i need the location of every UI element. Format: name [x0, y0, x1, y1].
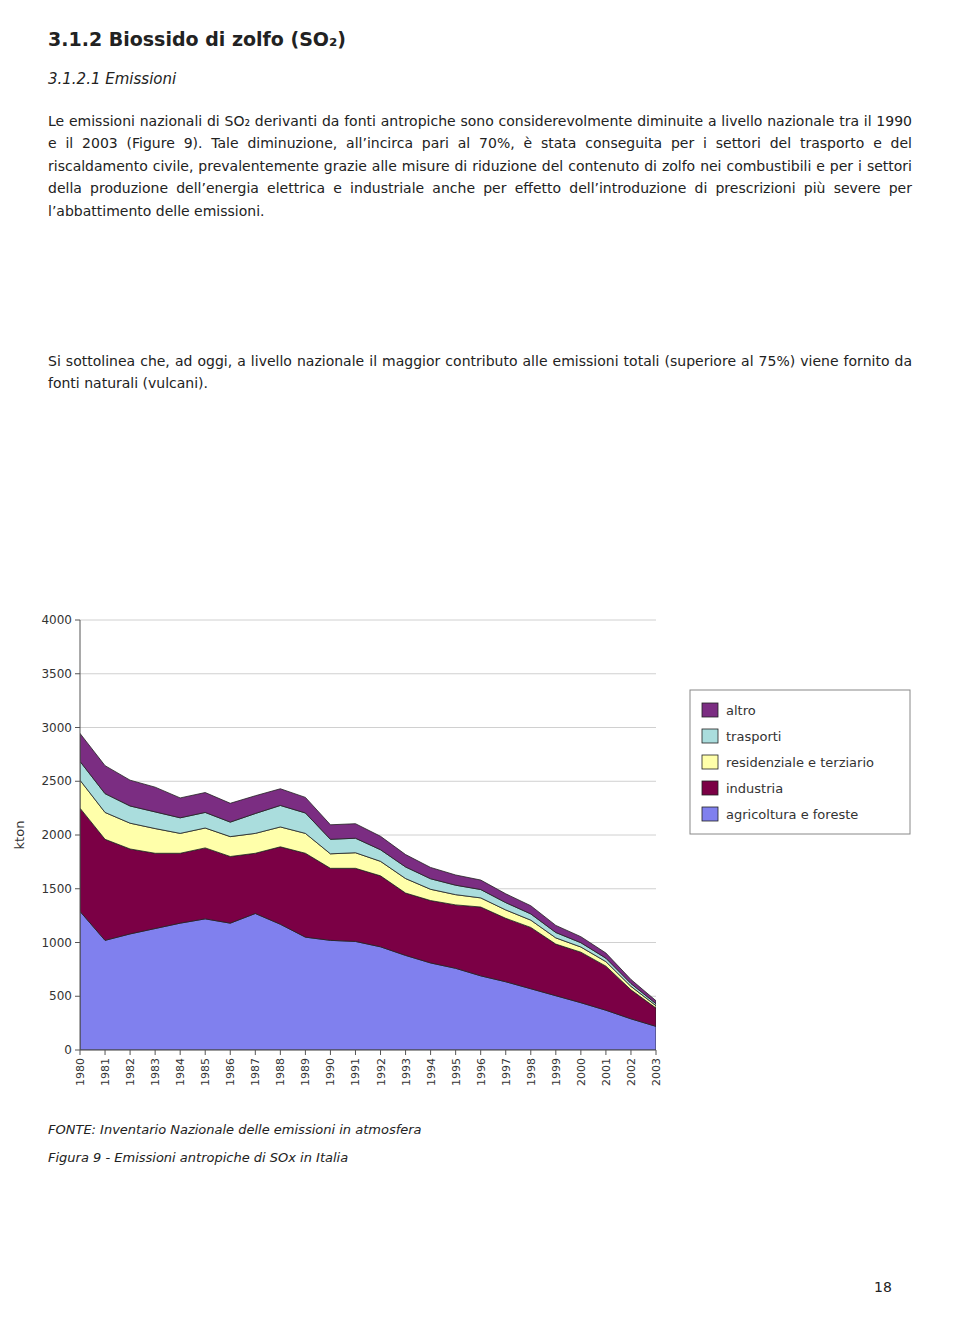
x-tick [280, 1050, 281, 1055]
legend-label: industria [726, 781, 783, 796]
legend-label: altro [726, 703, 756, 718]
y-tick-label: 500 [49, 989, 72, 1003]
y-axis-label: kton [12, 821, 27, 850]
y-tick-label: 2500 [41, 774, 72, 788]
page-title: 3.1.2 Biossido di zolfo (SO₂) [48, 28, 912, 50]
x-tick-label: 2000 [575, 1058, 588, 1086]
x-tick-label: 1995 [450, 1058, 463, 1086]
body-paragraph: Si sottolinea che, ad oggi, a livello na… [48, 350, 912, 395]
source-note: FONTE: Inventario Nazionale delle emissi… [48, 1122, 912, 1137]
y-tick [75, 673, 80, 674]
x-tick-label: 2001 [600, 1058, 613, 1086]
page-subtitle: 3.1.2.1 Emissioni [48, 70, 912, 88]
grid-line [80, 673, 656, 674]
legend-swatch [702, 755, 718, 769]
y-tick-label: 3500 [41, 667, 72, 681]
y-tick [75, 996, 80, 997]
y-tick [75, 888, 80, 889]
x-tick [205, 1050, 206, 1055]
legend-label: agricoltura e foreste [726, 807, 858, 822]
x-tick-label: 1991 [349, 1058, 362, 1086]
x-tick [656, 1050, 657, 1055]
areas [80, 733, 656, 1050]
x-tick-label: 1990 [324, 1058, 337, 1086]
x-tick [105, 1050, 106, 1055]
y-tick-label: 0 [64, 1043, 72, 1057]
x-tick-label: 1994 [425, 1058, 438, 1086]
x-tick-label: 1981 [99, 1058, 112, 1086]
x-tick [130, 1050, 131, 1055]
y-tick [75, 1050, 80, 1051]
legend-frame [690, 690, 910, 834]
x-tick [530, 1050, 531, 1055]
legend-label: residenziale e terziario [726, 755, 874, 770]
x-tick-label: 1989 [299, 1058, 312, 1086]
y-tick [75, 781, 80, 782]
x-tick-label: 1985 [199, 1058, 212, 1086]
x-tick-label: 1992 [375, 1058, 388, 1086]
x-tick [630, 1050, 631, 1055]
x-tick-label: 1996 [475, 1058, 488, 1086]
x-tick-label: 1993 [400, 1058, 413, 1086]
x-tick [355, 1050, 356, 1055]
y-tick [75, 727, 80, 728]
x-tick-label: 2003 [650, 1058, 663, 1086]
x-tick [455, 1050, 456, 1055]
x-tick-label: 1998 [525, 1058, 538, 1086]
x-tick [555, 1050, 556, 1055]
x-tick [80, 1050, 81, 1055]
x-tick [405, 1050, 406, 1055]
grid-line [80, 1050, 656, 1051]
x-tick [180, 1050, 181, 1055]
x-tick [380, 1050, 381, 1055]
y-tick-label: 3000 [41, 721, 72, 735]
x-tick [580, 1050, 581, 1055]
x-tick [330, 1050, 331, 1055]
x-tick-label: 1982 [124, 1058, 137, 1086]
x-tick-label: 1999 [550, 1058, 563, 1086]
x-axis [80, 1050, 656, 1051]
y-axis [80, 620, 81, 1050]
x-tick-label: 1983 [149, 1058, 162, 1086]
x-tick-label: 1988 [274, 1058, 287, 1086]
legend-swatch [702, 807, 718, 821]
x-tick [305, 1050, 306, 1055]
grid [80, 620, 656, 1050]
y-tick [75, 942, 80, 943]
x-tick [505, 1050, 506, 1055]
x-tick-label: 1980 [74, 1058, 87, 1086]
y-tick [75, 835, 80, 836]
legend-label: trasporti [726, 729, 781, 744]
y-tick-label: 1500 [41, 882, 72, 896]
page-number: 18 [863, 1279, 903, 1295]
x-tick [605, 1050, 606, 1055]
x-tick [430, 1050, 431, 1055]
grid-line [80, 727, 656, 728]
x-tick [480, 1050, 481, 1055]
grid-line [80, 620, 656, 621]
x-tick [155, 1050, 156, 1055]
grid-line [80, 781, 656, 782]
legend-swatch [702, 703, 718, 717]
x-tick-label: 1984 [174, 1058, 187, 1086]
legend-swatch [702, 729, 718, 743]
x-tick [255, 1050, 256, 1055]
x-tick-label: 2002 [625, 1058, 638, 1086]
y-tick-label: 4000 [41, 613, 72, 627]
y-tick-label: 2000 [41, 828, 72, 842]
chart: 0 500 1000 1500 2000 2500 3000 3500 4000 1980 1981… [0, 590, 960, 1110]
legend-swatch [702, 781, 718, 795]
x-tick-label: 1987 [249, 1058, 262, 1086]
area-series [80, 733, 656, 1003]
y-tick-label: 1000 [41, 936, 72, 950]
x-tick-label: 1997 [500, 1058, 513, 1086]
body-paragraph: Le emissioni nazionali di SO₂ derivanti … [48, 110, 912, 222]
legend: altro trasporti residenziale e terziario in… [690, 690, 910, 834]
x-tick-label: 1986 [224, 1058, 237, 1086]
x-tick [230, 1050, 231, 1055]
y-tick [75, 620, 80, 621]
figure-caption: Figura 9 - Emissioni antropiche di SOx i… [48, 1150, 912, 1165]
